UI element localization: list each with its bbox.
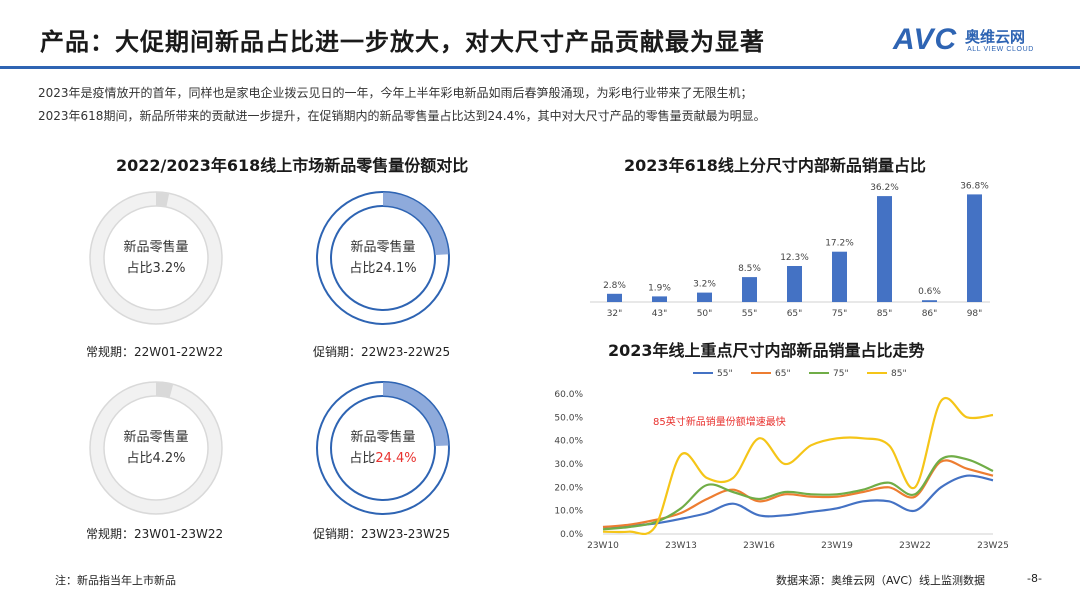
x-tick-label: 23W19 <box>821 541 853 551</box>
donut-inner-ring <box>103 395 209 501</box>
y-tick-label: 30.0% <box>554 460 583 470</box>
donut-label-value: 占比3.2% <box>126 261 186 276</box>
donut-slice <box>382 382 449 447</box>
logo-en-name: ALL VIEW CLOUD <box>967 46 1034 53</box>
footnote: 注：新品指当年上市新品 <box>55 574 176 587</box>
donut-label-value: 占比24.1% <box>349 261 417 276</box>
bar-value-label: 36.8% <box>960 181 989 191</box>
donut-label: 新品零售量占比24.1% <box>318 237 448 279</box>
line-chart-title: 2023年线上重点尺寸内部新品销量占比走势 <box>608 341 925 360</box>
x-tick-label: 85" <box>877 309 893 319</box>
y-tick-label: 0.0% <box>560 530 583 540</box>
bar-value-label: 1.9% <box>648 283 671 293</box>
donut-label-title: 新品零售量 <box>350 430 416 445</box>
donut-outer-ring <box>89 191 223 325</box>
y-tick-label: 60.0% <box>554 390 583 400</box>
legend-label: 65" <box>775 369 791 379</box>
header-divider <box>0 66 1080 69</box>
donut-outer-ring <box>316 191 450 325</box>
bar-value-label: 8.5% <box>738 264 761 274</box>
x-tick-label: 75" <box>832 309 848 319</box>
donut-chart <box>89 381 223 515</box>
line-chart: 55" 65" 75" 85" 0.0% 10.0% 20.0% 30.0% 40.0% 50.0… <box>554 369 1008 551</box>
bar <box>697 292 712 302</box>
bar-value-label: 2.8% <box>603 281 626 291</box>
x-tick-label: 23W25 <box>977 541 1008 551</box>
bar-value-label: 12.3% <box>780 253 809 263</box>
donut-label-value: 占比24.4% <box>349 451 417 466</box>
bar <box>652 296 667 302</box>
y-tick-label: 20.0% <box>554 483 583 493</box>
bar <box>742 277 757 302</box>
series-line <box>602 455 994 531</box>
donut-chart <box>316 191 450 325</box>
page-number: -8- <box>1027 572 1042 585</box>
legend-label: 85" <box>891 369 907 379</box>
bar-value-label: 17.2% <box>825 239 854 249</box>
x-tick-label: 32" <box>607 309 623 319</box>
donut-label-title: 新品零售量 <box>123 430 189 445</box>
bar-value-label: 0.6% <box>918 287 941 297</box>
avc-logo: AVC 奥维云网 ALL VIEW CLOUD <box>893 24 1063 58</box>
donut-inner-ring <box>330 395 436 501</box>
donut-label-value: 占比4.2% <box>126 451 186 466</box>
donut-label-title: 新品零售量 <box>123 240 189 255</box>
bar-value-label: 36.2% <box>870 183 899 193</box>
donut-label-title: 新品零售量 <box>350 240 416 255</box>
x-tick-label: 98" <box>967 309 983 319</box>
data-source: 数据来源：奥维云网（AVC）线上监测数据 <box>776 574 986 587</box>
x-tick-label: 43" <box>652 309 668 319</box>
legend-label: 55" <box>717 369 733 379</box>
x-tick-label: 86" <box>922 309 938 319</box>
series-line <box>602 397 994 536</box>
y-tick-label: 40.0% <box>554 437 583 447</box>
left-section-title: 2022/2023年618线上市场新品零售量份额对比 <box>116 156 469 175</box>
y-tick-label: 50.0% <box>554 413 583 423</box>
donut-label: 新品零售量占比4.2% <box>91 427 221 469</box>
donut-slice <box>155 192 170 207</box>
period-label: 促销期：23W23-23W25 <box>313 527 451 541</box>
donut-outer-ring <box>316 381 450 515</box>
logo-abbr: AVC <box>893 23 958 56</box>
bar-chart: 2.8% 32" 1.9% 43" 3.2% 50" 8.5% 55" 12.3% 65" 17.2… <box>590 181 990 319</box>
logo-cn-name: 奥维云网 <box>965 28 1026 46</box>
bar-chart-title: 2023年618线上分尺寸内部新品销量占比 <box>624 156 926 175</box>
bar-value-label: 3.2% <box>693 280 716 290</box>
x-tick-label: 65" <box>787 309 803 319</box>
series-line <box>602 474 994 529</box>
legend-label: 75" <box>833 369 849 379</box>
bar <box>787 266 802 302</box>
donut-chart <box>316 381 450 515</box>
bar <box>922 300 937 302</box>
donut-chart <box>89 191 223 325</box>
bar <box>607 293 622 302</box>
x-tick-label: 23W13 <box>665 541 697 551</box>
donut-label: 新品零售量占比3.2% <box>91 237 221 279</box>
donut-slice <box>155 382 174 398</box>
chart-annotation: 85英寸新品销量份额增速最快 <box>653 415 786 428</box>
intro-line-1: 2023年是疫情放开的首年，同样也是家电企业拨云见日的一年，今年上半年彩电新品如… <box>38 86 753 100</box>
bar <box>967 194 982 302</box>
bar <box>832 251 847 302</box>
x-tick-label: 50" <box>697 309 713 319</box>
intro-line-2: 2023年618期间，新品所带来的贡献进一步提升，在促销期内的新品零售量占比达到… <box>38 109 766 123</box>
donut-slice <box>382 192 449 256</box>
bar <box>877 196 892 302</box>
period-label: 常规期：22W01-22W22 <box>86 345 224 359</box>
period-label: 促销期：22W23-22W25 <box>313 345 451 359</box>
y-tick-label: 10.0% <box>554 507 583 517</box>
x-tick-label: 23W10 <box>587 541 619 551</box>
donut-outer-ring <box>89 381 223 515</box>
donut-inner-ring <box>103 205 209 311</box>
x-tick-label: 23W16 <box>743 541 775 551</box>
page-title: 产品：大促期间新品占比进一步放大，对大尺寸产品贡献最为显著 <box>40 28 765 56</box>
x-tick-label: 23W22 <box>899 541 931 551</box>
donut-label: 新品零售量占比24.4% <box>318 427 448 469</box>
x-tick-label: 55" <box>742 309 758 319</box>
period-label: 常规期：23W01-23W22 <box>86 527 224 541</box>
donut-inner-ring <box>330 205 436 311</box>
